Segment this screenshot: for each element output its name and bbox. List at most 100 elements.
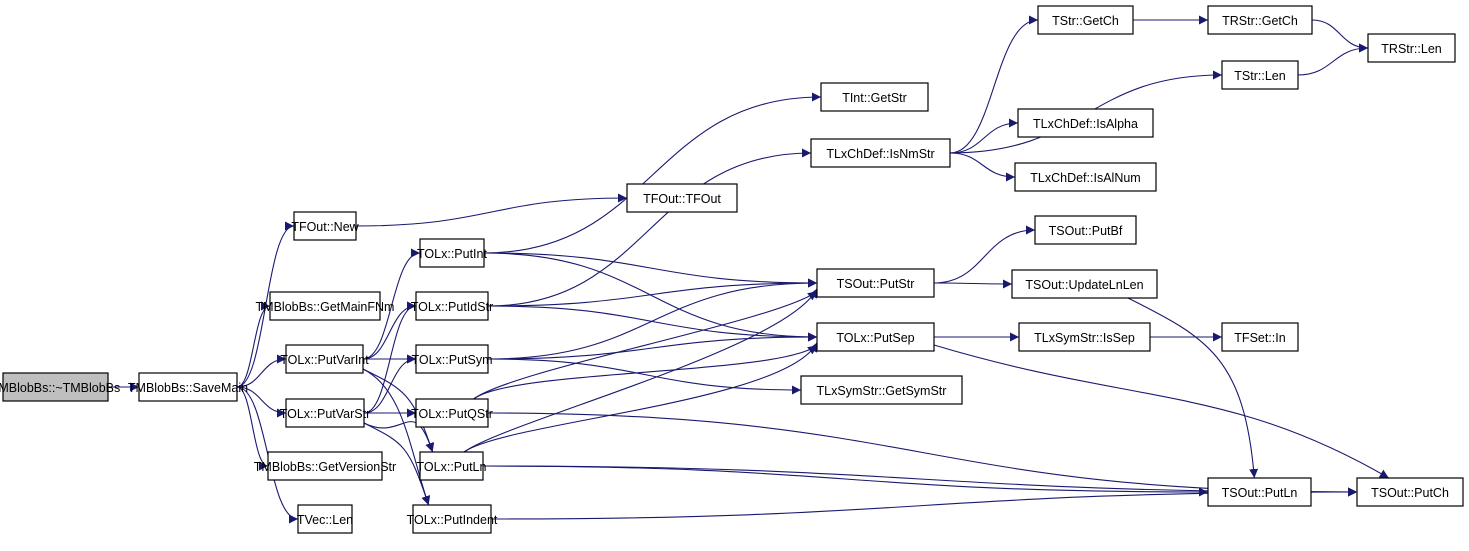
node-tolx-putvarint[interactable]: TOLx::PutVarInt — [280, 344, 369, 374]
node-box — [267, 451, 383, 481]
node-box — [1207, 477, 1312, 507]
node-box — [800, 375, 963, 405]
edge-TOLx::PutVarInt-to-TOLx::PutIndent — [362, 368, 431, 506]
node-tfout-new[interactable]: TFOut::New — [291, 211, 360, 241]
node-tlxchdef-isnmstr[interactable]: TLxChDef::IsNmStr — [810, 138, 951, 168]
node-label: TOLx::PutLn — [417, 460, 487, 474]
node-tint-getstr[interactable]: TInt::GetStr — [820, 82, 929, 112]
node-box — [1011, 269, 1158, 299]
edge-TMBlobBs::SaveMain-to-TOLx::PutVarInt — [236, 354, 287, 388]
node-tolx-putln[interactable]: TOLx::PutLn — [417, 451, 487, 481]
node-box — [1367, 33, 1456, 63]
node-tolx-putsym[interactable]: TOLx::PutSym — [411, 344, 493, 374]
node-tsout-updatelnlen[interactable]: TSOut::UpdateLnLen — [1011, 269, 1158, 299]
node-label: TStr::GetCh — [1052, 14, 1119, 28]
node-trstr-getch[interactable]: TRStr::GetCh — [1207, 5, 1313, 35]
node-tsout-putbf[interactable]: TSOut::PutBf — [1034, 215, 1137, 245]
node-box — [419, 238, 485, 268]
node-tolx-putindent[interactable]: TOLx::PutIndent — [407, 504, 498, 534]
node-box — [820, 82, 929, 112]
node-box — [1017, 108, 1154, 138]
node-box — [419, 451, 484, 481]
node-label: TOLx::PutQStr — [411, 407, 493, 421]
edge-TOLx::PutQStr-to-TSOut::PutStr — [473, 290, 818, 400]
edge-TMBlobBs::SaveMain-to-TMBlobBs::GetVersionStr — [236, 386, 269, 471]
node-box — [1221, 60, 1299, 90]
node-label: TFOut::TFOut — [643, 192, 721, 206]
node-box — [1356, 477, 1464, 507]
node-tlxsymstr-issep[interactable]: TLxSymStr::IsSep — [1018, 322, 1151, 352]
node-tmblobbs-getversionstr[interactable]: TMBlobBs::GetVersionStr — [254, 451, 396, 481]
node-label: TSOut::UpdateLnLen — [1025, 278, 1143, 292]
node-tfset-in[interactable]: TFSet::In — [1221, 322, 1299, 352]
edge-TOLx::PutInt-to-TInt::GetStr — [483, 92, 822, 254]
edge-TLxChDef::IsNmStr-to-TLxChDef::IsAlNum — [949, 152, 1016, 182]
node-trstr-len[interactable]: TRStr::Len — [1367, 33, 1456, 63]
node-box — [1207, 5, 1313, 35]
node-tstr-len[interactable]: TStr::Len — [1221, 60, 1299, 90]
node-box — [1037, 5, 1134, 35]
node-box — [626, 183, 738, 213]
node-box — [1034, 215, 1137, 245]
node-tsout-putch[interactable]: TSOut::PutCh — [1356, 477, 1464, 507]
edge-TOLx::PutSep-to-TSOut::PutCh — [933, 344, 1390, 479]
node-tmblobbs-savemain[interactable]: TMBlobBs::SaveMain — [128, 372, 248, 402]
edge-TMBlobBs::SaveMain-to-TMBlobBs::GetMainFNm — [236, 301, 271, 388]
node-tlxchdef-isalpha[interactable]: TLxChDef::IsAlpha — [1017, 108, 1154, 138]
node-label: TFOut::New — [291, 220, 359, 234]
node-label: TOLx::PutIndent — [407, 513, 498, 527]
edge-TOLx::PutSym-to-TLxSymStr::GetSymStr — [487, 358, 802, 395]
node-box — [293, 211, 357, 241]
edge-TOLx::PutIdStr-to-TSOut::PutStr — [487, 278, 818, 307]
node-tsout-putstr[interactable]: TSOut::PutStr — [816, 268, 935, 298]
edge-TOLx::PutVarStr-to-TOLx::PutIdStr — [363, 301, 417, 414]
node-label: TLxChDef::IsAlNum — [1030, 171, 1140, 185]
node-tfout-tfout[interactable]: TFOut::TFOut — [626, 183, 738, 213]
node-tvec-len[interactable]: TVec::Len — [297, 504, 353, 534]
node-box — [1014, 162, 1157, 192]
node-tsout-putln[interactable]: TSOut::PutLn — [1207, 477, 1312, 507]
node-label: TMBlobBs::~TMBlobBs — [0, 381, 120, 395]
edge-TRStr::GetCh-to-TRStr::Len — [1311, 19, 1369, 53]
edge-TOLx::PutQStr-to-TSOut::PutCh — [487, 412, 1358, 497]
node-tlxchdef-isalnum[interactable]: TLxChDef::IsAlNum — [1014, 162, 1157, 192]
node-box — [415, 398, 489, 428]
node-label: TOLx::PutVarInt — [280, 353, 369, 367]
node-box — [415, 344, 489, 374]
edge-TStr::Len-to-TRStr::Len — [1297, 43, 1369, 76]
edge-TLxChDef::IsNmStr-to-TStr::GetCh — [949, 15, 1039, 154]
node-label: TOLx::PutSym — [411, 353, 492, 367]
edge-TOLx::PutQStr-to-TOLx::PutSep — [473, 344, 818, 400]
node-box — [269, 291, 381, 321]
edge-TOLx::PutIndent-to-TSOut::PutCh — [490, 487, 1358, 520]
node-tmblobbs-getmainfnm[interactable]: TMBlobBs::GetMainFNm — [256, 291, 395, 321]
node-label: TLxSymStr::IsSep — [1034, 331, 1135, 345]
node-box — [816, 268, 935, 298]
node-tlxsymstr-getsymstr[interactable]: TLxSymStr::GetSymStr — [800, 375, 963, 405]
node-tolx-putidstr[interactable]: TOLx::PutIdStr — [411, 291, 493, 321]
node-label: TFSet::In — [1234, 331, 1285, 345]
edge-TSOut::UpdateLnLen-to-TSOut::PutLn — [1127, 297, 1259, 479]
node-box — [285, 344, 364, 374]
node-label: TRStr::GetCh — [1222, 14, 1298, 28]
edge-TOLx::PutLn-to-TSOut::PutCh — [482, 465, 1358, 497]
node-tolx-putvarstr[interactable]: TOLx::PutVarStr — [280, 398, 371, 428]
node-label: TMBlobBs::GetVersionStr — [254, 460, 396, 474]
node-tstr-getch[interactable]: TStr::GetCh — [1037, 5, 1134, 35]
node-tolx-putint[interactable]: TOLx::PutInt — [417, 238, 487, 268]
node-box — [138, 372, 238, 402]
node-label: TLxChDef::IsAlpha — [1033, 117, 1138, 131]
edge-TOLx::PutVarInt-to-TOLx::PutLn — [362, 368, 435, 453]
node-box — [816, 322, 935, 352]
edge-TOLx::PutLn-to-TSOut::PutStr — [463, 288, 818, 453]
edge-TOLx::PutLn-to-TOLx::PutSep — [463, 342, 818, 453]
node-tmblobbs-tmblobbs[interactable]: TMBlobBs::~TMBlobBs — [0, 372, 120, 402]
node-label: TSOut::PutBf — [1049, 224, 1123, 238]
node-box — [1018, 322, 1151, 352]
node-tolx-putqstr[interactable]: TOLx::PutQStr — [411, 398, 493, 428]
node-box — [2, 372, 109, 402]
node-label: TSOut::PutLn — [1222, 486, 1298, 500]
node-label: TSOut::PutStr — [837, 277, 915, 291]
edge-TMBlobBs::SaveMain-to-TOLx::PutVarStr — [236, 386, 287, 418]
node-tolx-putsep[interactable]: TOLx::PutSep — [816, 322, 935, 352]
